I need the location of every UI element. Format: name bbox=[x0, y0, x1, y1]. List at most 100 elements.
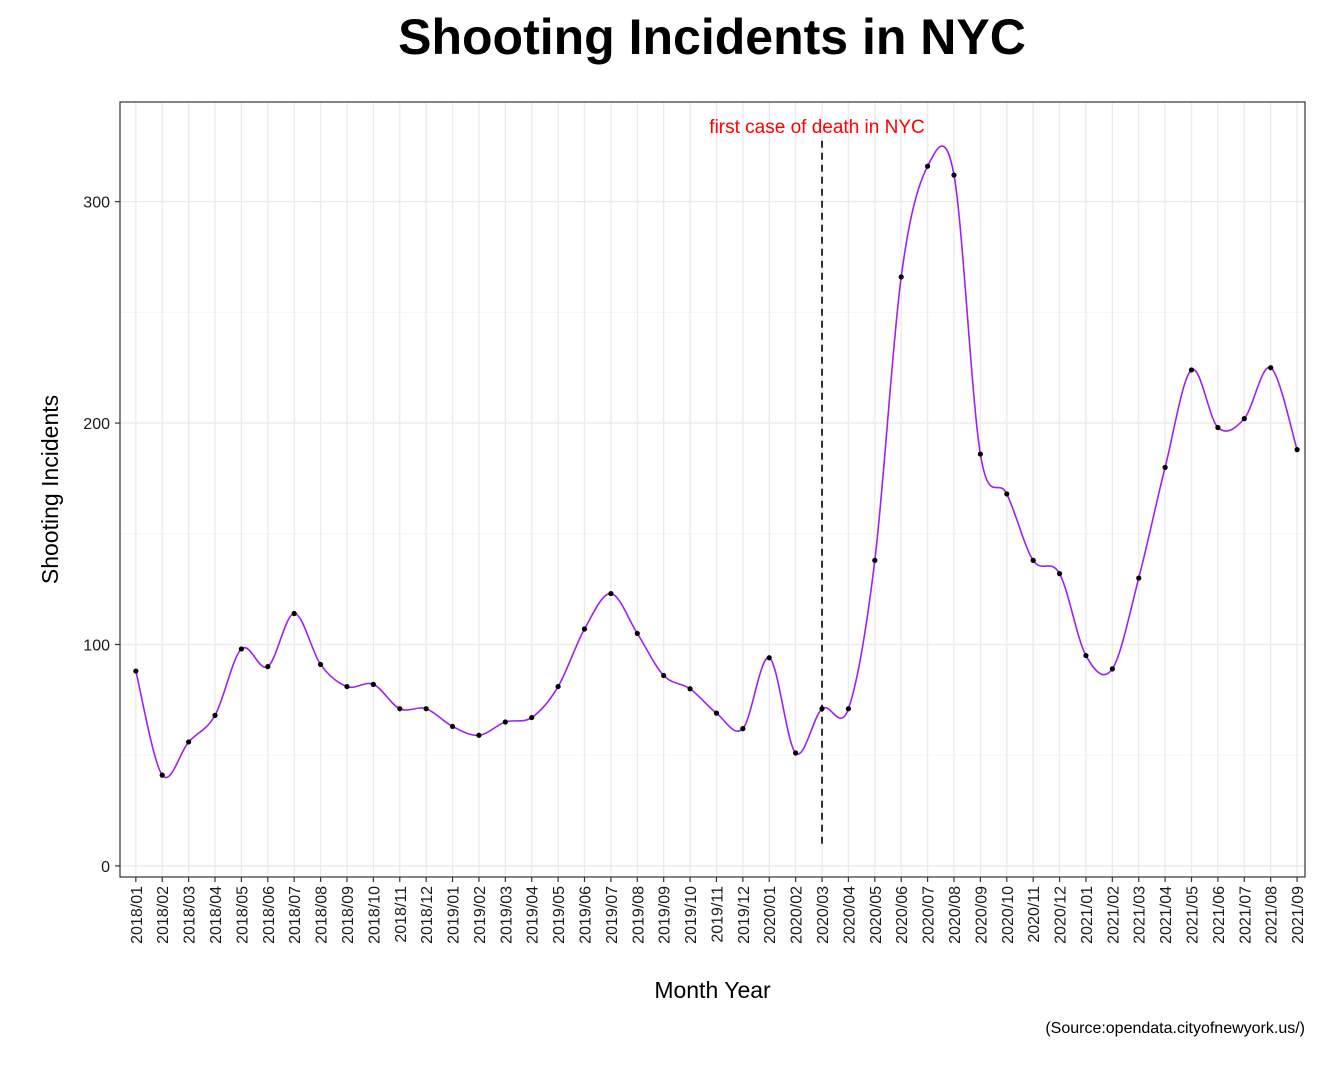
x-tick-label: 2020/09 bbox=[973, 886, 990, 944]
x-tick-label: 2019/12 bbox=[736, 886, 753, 944]
x-tick-label: 2018/03 bbox=[182, 886, 199, 944]
data-point-2020/06 bbox=[898, 274, 904, 280]
x-tick-label: 2019/08 bbox=[630, 886, 647, 944]
minor-gridlines bbox=[120, 311, 1305, 756]
x-tick-label: 2019/02 bbox=[472, 886, 489, 944]
data-point-2019/12 bbox=[740, 726, 746, 732]
data-point-2019/06 bbox=[581, 626, 588, 632]
data-point-2021/06 bbox=[1215, 424, 1221, 431]
data-point-2019/11 bbox=[713, 710, 720, 716]
x-tick-label: 2019/10 bbox=[683, 886, 700, 944]
data-point-2021/05 bbox=[1188, 367, 1195, 373]
data-point-2019/09 bbox=[661, 672, 667, 679]
data-point-2020/03 bbox=[819, 706, 825, 712]
data-point-2018/03 bbox=[186, 739, 192, 745]
data-point-2018/04 bbox=[212, 712, 218, 718]
data-point-2019/07 bbox=[608, 590, 614, 597]
annotation-group: first case of death in NYC bbox=[709, 117, 925, 844]
data-point-2020/07 bbox=[924, 163, 931, 169]
x-tick-label: 2019/03 bbox=[498, 886, 515, 944]
x-tick-label: 2019/11 bbox=[709, 886, 726, 943]
data-point-2020/10 bbox=[1004, 491, 1010, 497]
y-tick-label: 200 bbox=[83, 416, 110, 433]
x-tick-label: 2020/12 bbox=[1053, 886, 1070, 944]
x-tick-label: 2018/02 bbox=[155, 886, 172, 944]
chart-title: Shooting Incidents in NYC bbox=[398, 9, 1026, 65]
x-tick-label: 2018/04 bbox=[208, 886, 225, 944]
data-point-2019/05 bbox=[555, 683, 561, 690]
y-axis: 0 100 200 300 bbox=[83, 195, 120, 876]
data-point-2018/10 bbox=[370, 681, 376, 687]
x-tick-label: 2020/05 bbox=[868, 886, 885, 944]
data-point-2020/12 bbox=[1056, 571, 1063, 577]
data-point-2019/10 bbox=[687, 686, 693, 692]
data-point-2021/09 bbox=[1294, 447, 1300, 453]
x-tick-label: 2021/02 bbox=[1105, 886, 1122, 944]
source-caption: (Source:opendata.cityofnewyork.us/) bbox=[1045, 1020, 1305, 1037]
x-tick-label: 2021/08 bbox=[1264, 886, 1281, 944]
x-tick-label: 2019/04 bbox=[525, 886, 542, 944]
data-point-2018/07 bbox=[291, 610, 297, 617]
data-point-2021/07 bbox=[1241, 416, 1247, 422]
data-point-2018/02 bbox=[159, 772, 165, 778]
x-tick-label: 2021/04 bbox=[1158, 886, 1175, 944]
x-tick-label: 2020/07 bbox=[921, 886, 938, 944]
data-point-2020/01 bbox=[766, 655, 772, 661]
x-tick-label: 2019/06 bbox=[577, 886, 594, 944]
data-point-2018/06 bbox=[265, 664, 271, 670]
data-point-2020/09 bbox=[977, 451, 983, 457]
x-tick-label: 2020/06 bbox=[894, 886, 911, 944]
data-point-2021/01 bbox=[1083, 652, 1089, 659]
x-tick-label: 2020/08 bbox=[947, 886, 964, 944]
data-point-2020/02 bbox=[793, 750, 799, 756]
x-tick-label: 2021/05 bbox=[1185, 886, 1202, 944]
data-point-2020/08 bbox=[951, 172, 957, 178]
x-tick-label: 2020/10 bbox=[1000, 886, 1017, 944]
x-axis-title: Month Year bbox=[654, 977, 771, 1003]
y-axis-title: Shooting Incidents bbox=[37, 395, 63, 584]
data-point-2018/01 bbox=[133, 668, 139, 674]
data-point-2018/11 bbox=[397, 706, 403, 712]
x-tick-label: 2021/07 bbox=[1237, 886, 1254, 944]
data-point-2019/02 bbox=[476, 732, 482, 738]
x-tick-label: 2020/01 bbox=[762, 886, 779, 944]
x-tick-label: 2018/06 bbox=[261, 886, 278, 944]
x-tick-label: 2018/07 bbox=[287, 886, 304, 944]
y-tick-label: 0 bbox=[101, 859, 110, 876]
x-tick-label: 2021/03 bbox=[1132, 886, 1149, 944]
plot-panel-border bbox=[119, 101, 1306, 878]
x-tick-label: 2020/02 bbox=[789, 886, 806, 944]
data-point-2021/08 bbox=[1268, 365, 1274, 371]
data-point-2020/04 bbox=[845, 706, 852, 712]
data-point-2020/11 bbox=[1030, 557, 1036, 563]
y-tick-label: 300 bbox=[83, 195, 110, 212]
data-point-2018/05 bbox=[238, 646, 245, 652]
data-point-2019/01 bbox=[449, 723, 456, 730]
data-point-2019/03 bbox=[502, 719, 508, 725]
data-point-2021/03 bbox=[1136, 575, 1142, 581]
data-point-2020/05 bbox=[872, 557, 878, 563]
data-point-2018/08 bbox=[317, 661, 324, 668]
x-tick-label: 2018/08 bbox=[314, 886, 331, 944]
data-point-2018/12 bbox=[423, 706, 429, 712]
data-point-2021/02 bbox=[1109, 666, 1115, 672]
major-gridlines bbox=[120, 102, 1305, 877]
x-tick-label: 2018/11 bbox=[393, 886, 410, 943]
data-points bbox=[133, 163, 1300, 778]
x-tick-label: 2018/10 bbox=[366, 886, 383, 944]
x-tick-label: 2019/09 bbox=[657, 886, 674, 944]
x-tick-label: 2019/01 bbox=[446, 886, 463, 944]
y-tick-label: 100 bbox=[83, 638, 110, 655]
data-point-2019/08 bbox=[634, 630, 640, 637]
x-tick-label: 2018/12 bbox=[419, 886, 436, 944]
x-tick-label: 2018/05 bbox=[234, 886, 251, 944]
x-tick-label: 2020/11 bbox=[1026, 886, 1043, 943]
x-tick-label: 2021/06 bbox=[1211, 886, 1228, 944]
data-point-2019/04 bbox=[529, 714, 535, 721]
x-tick-label: 2019/05 bbox=[551, 886, 568, 944]
x-tick-label: 2018/09 bbox=[340, 886, 357, 944]
x-tick-label: 2019/07 bbox=[604, 886, 621, 944]
annotation-label: first case of death in NYC bbox=[709, 117, 924, 138]
x-axis: 2018/01 2018/02 2018/03 2018/04 2018/05 2018/… bbox=[129, 877, 1307, 944]
